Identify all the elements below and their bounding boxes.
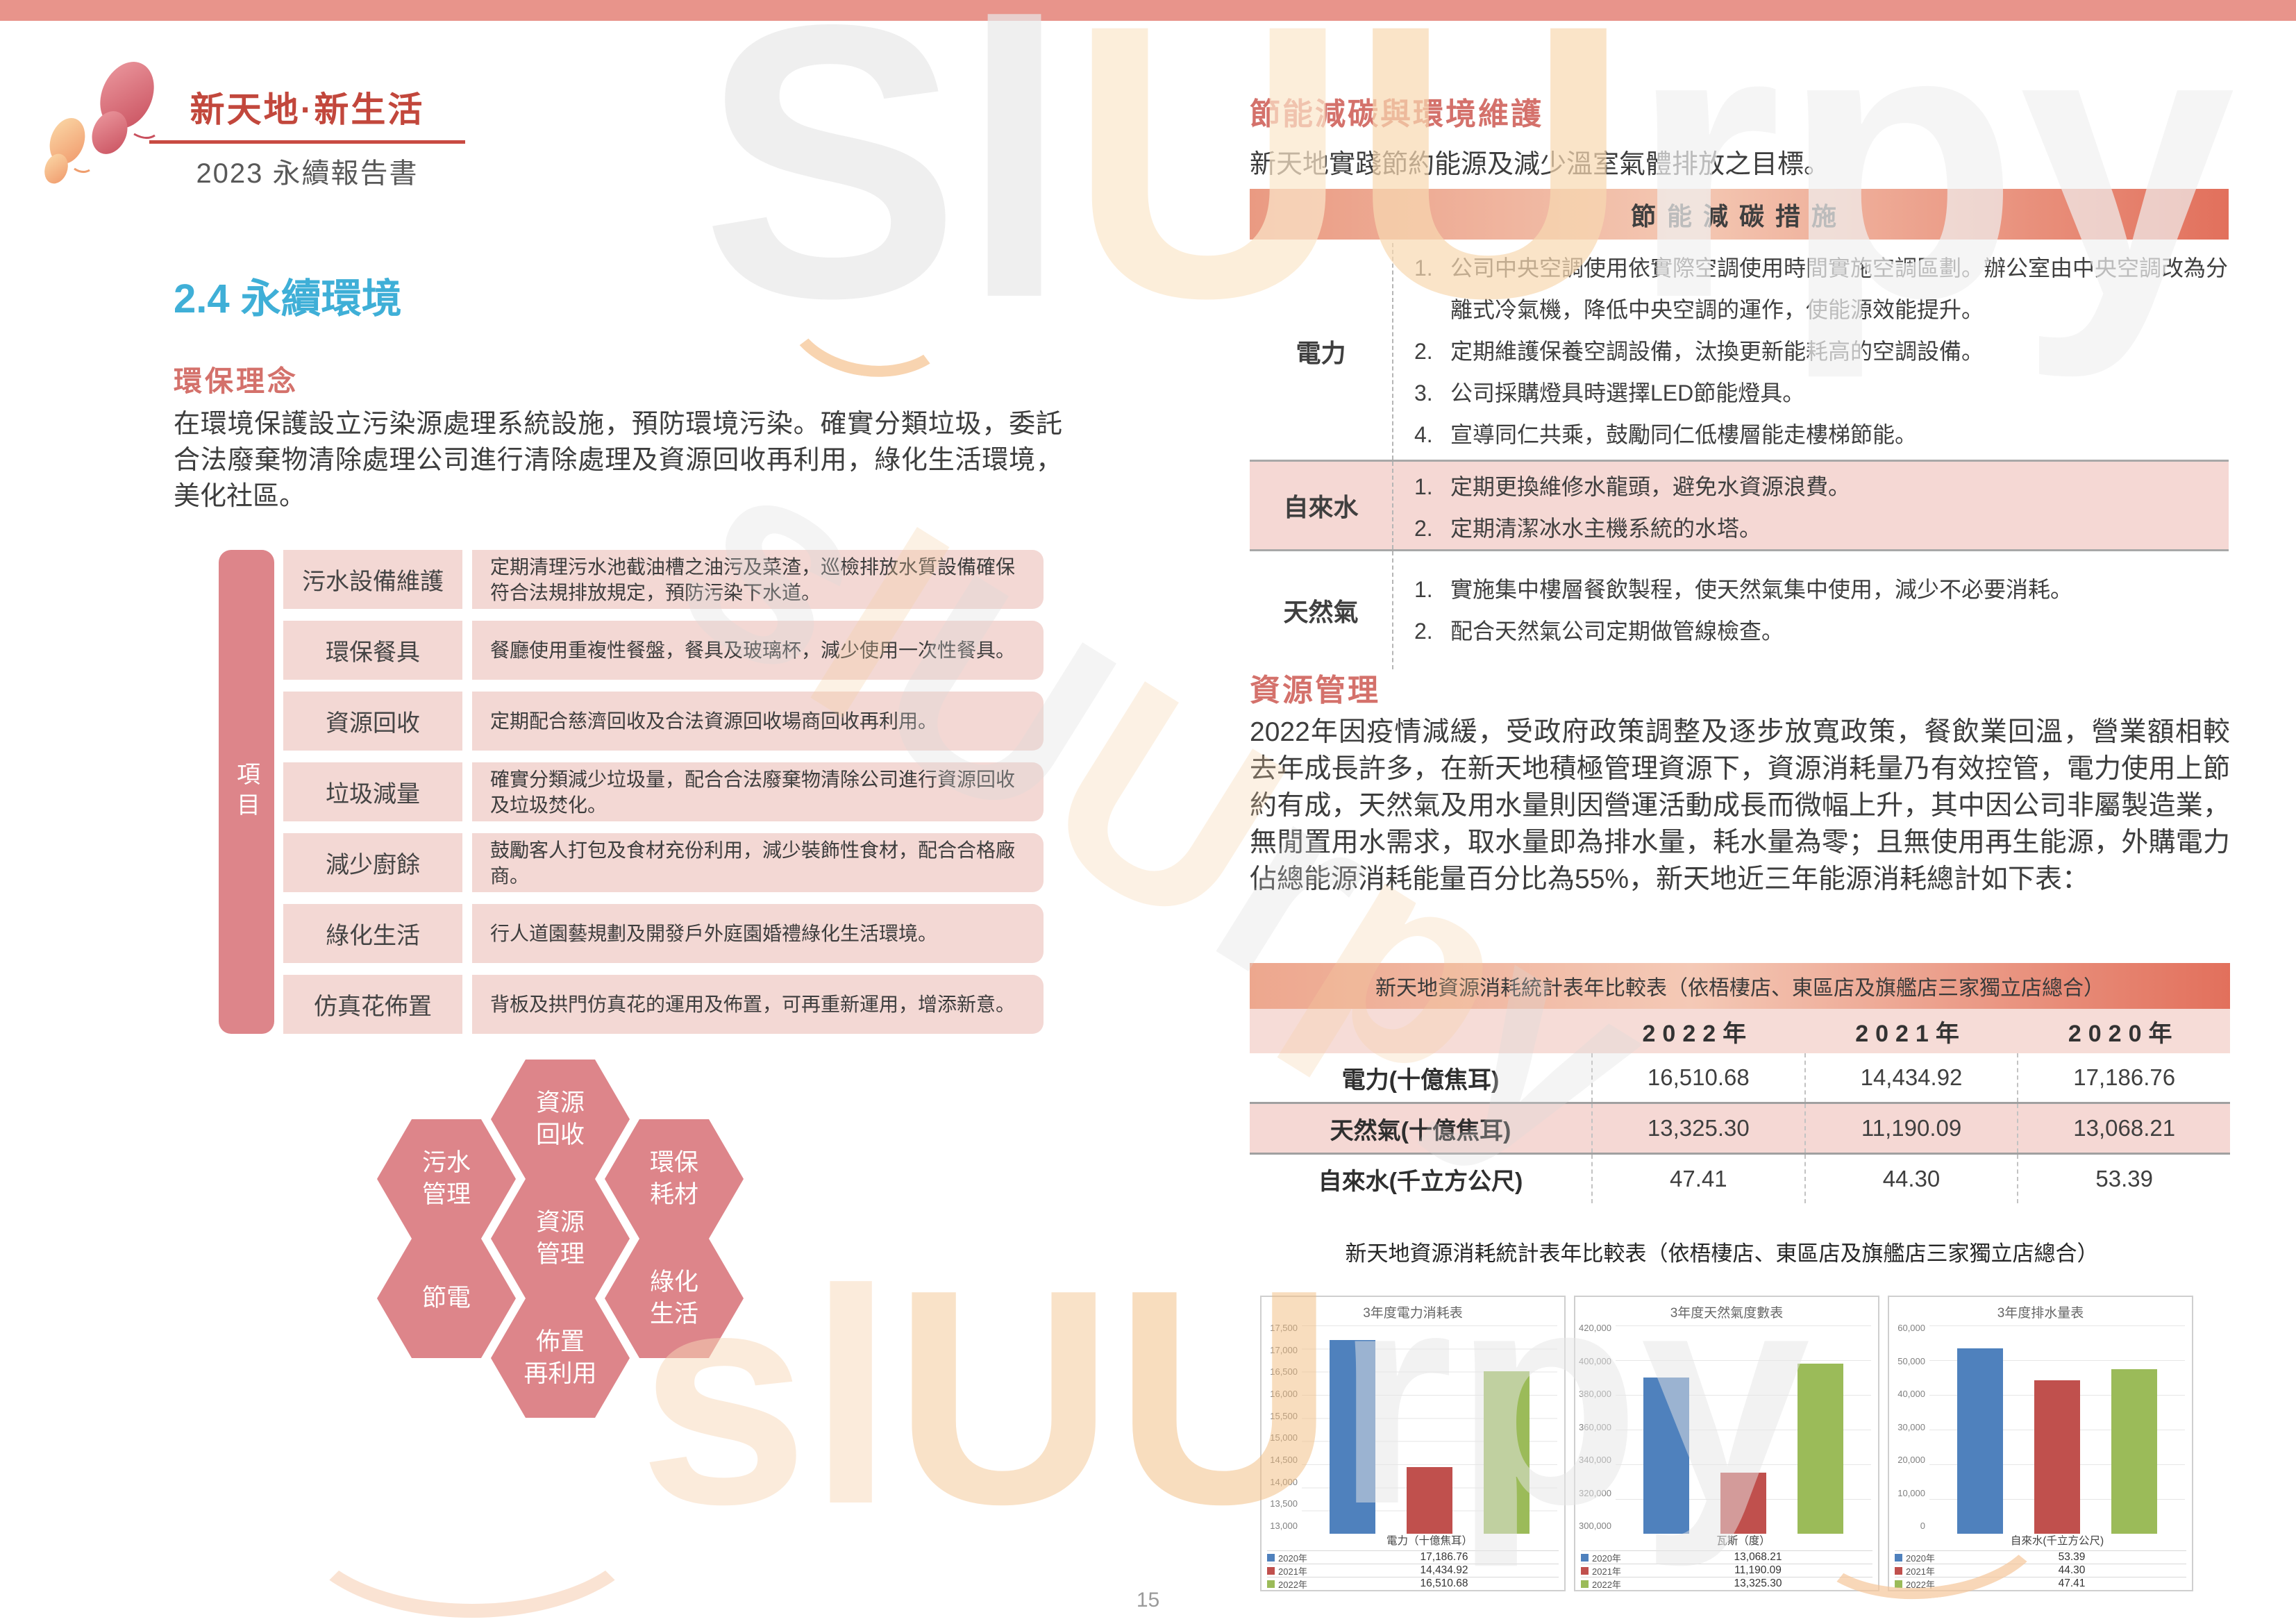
bar-2020 <box>1643 1378 1690 1534</box>
item-desc: 鼓勵客人打包及食材充份利用，減少裝飾性食材，配合合格廠商。 <box>472 833 1044 892</box>
hexagon-green-living: 綠化 生活 <box>605 1239 744 1358</box>
charts-caption: 新天地資源消耗統計表年比較表（依梧棲店、東區店及旗艦店三家獨立店總合） <box>1345 1241 2099 1266</box>
chart-gas: 3年度天然氣度數表 420,000 400,000 380,000 360,000 … <box>1574 1296 1879 1591</box>
bar-2020 <box>1957 1348 2004 1534</box>
plot-area <box>1616 1325 1871 1534</box>
x-axis-label: 自來水(千立方公尺) <box>2010 1535 2104 1547</box>
top-accent-bar <box>0 0 2296 21</box>
items-axis-bar: 項目 <box>219 550 274 1034</box>
hexagon-decor-reuse: 佈置 再利用 <box>491 1298 630 1418</box>
column-header: 2022年 <box>1642 1020 1754 1047</box>
energy-intro: 新天地實踐節約能源及減少溫室氣體排放之目標。 <box>1250 150 1831 179</box>
bar-2022 <box>1483 1371 1530 1534</box>
row-content: 1. 定期更換維修水龍頭，避免水資源浪費。 2. 定期清潔冰水主機系統的水塔。 <box>1392 462 2229 549</box>
watermark-smile-icon <box>775 238 966 388</box>
item-label: 減少廚餘 <box>283 833 462 892</box>
eco-paragraph: 在環境保護設立污染源處理系統設施，預防環境污染。確實分類垃圾，委託合法廢棄物清除… <box>174 410 1062 511</box>
table-row: 垃圾減量 確實分類減少垃圾量，配合合法廢棄物清除公司進行資源回收及垃圾焚化。 <box>283 762 1044 821</box>
resource-heading: 資源管理 <box>1250 673 1380 708</box>
eco-items-table: 污水設備維護 定期清理污水池截油槽之油污及菜渣，巡檢排放水質設備確保符合法規排放… <box>283 550 1044 1034</box>
consumption-table: 新天地資源消耗統計表年比較表（依梧棲店、東區店及旗艦店三家獨立店總合） 2022… <box>1250 963 2230 1203</box>
item-label: 環保餐具 <box>283 621 462 680</box>
measures-table: 電力 1. 公司中央空調使用依實際空調使用時間實施空調區劃。辦公室由中央空調改為分… <box>1250 243 2229 669</box>
page-number: 15 <box>1136 1589 1160 1612</box>
brand-subtitle: 2023 永續報告書 <box>196 158 419 189</box>
chart-title: 3年度排水量表 <box>1997 1306 2084 1321</box>
y-axis-ticks: 17,500 17,000 16,500 16,000 15,500 15,000 1… <box>1270 1323 1298 1531</box>
table-row: 環保餐具 餐廳使用重複性餐盤，餐具及玻璃杯，減少使用一次性餐具。 <box>283 621 1044 680</box>
item-label: 綠化生活 <box>283 904 462 963</box>
item-label: 污水設備維護 <box>283 550 462 609</box>
column-header: 2020年 <box>2068 1020 2179 1047</box>
row-label: 電力 <box>1296 339 1346 367</box>
consumption-table-header: 2022年 2021年 2020年 <box>1250 1009 2230 1053</box>
item-desc: 背板及拱門仿真花的運用及佈置，可再重新運用，增添新意。 <box>472 975 1044 1034</box>
hexagon-eco-materials: 環保 耗材 <box>605 1119 744 1239</box>
table-row-electricity: 電力 1. 公司中央空調使用依實際空調使用時間實施空調區劃。辦公室由中央空調改為分… <box>1250 243 2229 460</box>
row-content: 1. 公司中央空調使用依實際空調使用時間實施空調區劃。辦公室由中央空調改為分離式冷… <box>1392 243 2229 460</box>
bar-2021 <box>1720 1473 1766 1534</box>
chart-legend: 2020年 53.39 2021年 44.30 2022年 47.41 <box>1895 1550 2186 1590</box>
y-axis-ticks: 60,000 50,000 40,000 30,000 20,000 10,000 0 <box>1897 1323 1925 1531</box>
hexagon-power-saving: 節電 <box>377 1239 516 1358</box>
item-label: 資源回收 <box>283 692 462 751</box>
table-row-electricity: 電力(十億焦耳) 16,510.68 14,434.92 17,186.76 <box>1250 1053 2230 1102</box>
item-desc: 餐廳使用重複性餐盤，餐具及玻璃杯，減少使用一次性餐具。 <box>472 621 1044 680</box>
table-row-water: 自來水(千立方公尺) 47.41 44.30 53.39 <box>1250 1155 2230 1203</box>
table-row-water: 自來水 1. 定期更換維修水龍頭，避免水資源浪費。 2. 定期清潔冰水主機系統的水塔… <box>1250 460 2229 551</box>
item-label: 垃圾減量 <box>283 762 462 821</box>
hexagon-resource-management: 資源 管理 <box>491 1179 630 1298</box>
table-row: 污水設備維護 定期清理污水池截油槽之油污及菜渣，巡檢排放水質設備確保符合法規排放… <box>283 550 1044 609</box>
y-axis-ticks: 420,000 400,000 380,000 360,000 340,000 320… <box>1579 1323 1611 1531</box>
hexagon-sewage-management: 污水 管理 <box>377 1119 516 1239</box>
table-row: 仿真花佈置 背板及拱門仿真花的運用及佈置，可再重新運用，增添新意。 <box>283 975 1044 1034</box>
item-desc: 確實分類減少垃圾量，配合合法廢棄物清除公司進行資源回收及垃圾焚化。 <box>472 762 1044 821</box>
chart-electricity: 3年度電力消耗表 17,500 17,000 16,500 16,000 15,50… <box>1260 1296 1566 1591</box>
brand-title: 新天地·新生活 <box>190 90 425 129</box>
bar-2021 <box>2034 1380 2080 1534</box>
plot-area <box>1929 1325 2185 1534</box>
consumption-table-title: 新天地資源消耗統計表年比較表（依梧棲店、東區店及旗艦店三家獨立店總合） <box>1250 963 2230 1009</box>
table-row: 綠化生活 行人道園藝規劃及開發戶外庭園婚禮綠化生活環境。 <box>283 904 1044 963</box>
row-label: 天然氣 <box>1283 598 1359 626</box>
energy-heading: 節能減碳與環境維護 <box>1250 97 1543 131</box>
x-axis-label: 電力（十億焦耳） <box>1386 1535 1473 1547</box>
row-label: 自來水 <box>1283 493 1359 521</box>
column-header: 2021年 <box>1855 1020 1966 1047</box>
item-label: 仿真花佈置 <box>283 975 462 1034</box>
plot-area <box>1302 1325 1557 1534</box>
table-row: 減少廚餘 鼓勵客人打包及食材充份利用，減少裝飾性食材，配合合格廠商。 <box>283 833 1044 892</box>
bar-2022 <box>2111 1369 2157 1534</box>
item-desc: 定期配合慈濟回收及合法資源回收場商回收再利用。 <box>472 692 1044 751</box>
row-content: 1. 實施集中樓層餐飲製程，使天然氣集中使用，減少不必要消耗。 2. 配合天然氣公司… <box>1392 551 2229 669</box>
table-row: 資源回收 定期配合慈濟回收及合法資源回收場商回收再利用。 <box>283 692 1044 751</box>
items-axis-label: 項目 <box>233 761 260 823</box>
chart-legend: 2020年 13,068.21 2021年 11,190.09 2022年 13,32… <box>1581 1550 1872 1590</box>
resource-paragraph: 2022年因疫情減緩，受政府政策調整及逐步放寬政策，餐飲業回溫，營業額相較去年成… <box>1250 717 2230 894</box>
eco-heading: 環保理念 <box>174 365 299 397</box>
bar-2020 <box>1330 1340 1376 1534</box>
table-row-gas: 天然氣(十億焦耳) 13,325.30 11,190.09 13,068.21 <box>1250 1102 2230 1155</box>
x-axis-label: 瓦斯（度） <box>1716 1535 1770 1547</box>
bar-2021 <box>1406 1467 1452 1534</box>
item-desc: 定期清理污水池截油槽之油污及菜渣，巡檢排放水質設備確保符合法規排放規定，預防污染… <box>472 550 1044 609</box>
chart-legend: 2020年 17,186.76 2021年 14,434.92 2022年 16,51… <box>1267 1550 1559 1590</box>
section-title: 2.4 永續環境 <box>174 276 402 321</box>
table-row-gas: 天然氣 1. 實施集中樓層餐飲製程，使天然氣集中使用，減少不必要消耗。 2. 配合天… <box>1250 551 2229 669</box>
brand-block: 新天地·新生活 2023 永續報告書 <box>149 82 465 191</box>
bar-2022 <box>1797 1363 1843 1534</box>
chart-title: 3年度天然氣度數表 <box>1670 1306 1784 1321</box>
chart-title: 3年度電力消耗表 <box>1363 1306 1463 1321</box>
measures-header: 節能減碳措施 <box>1250 189 2229 240</box>
hexagon-resource-recycling: 資源 回收 <box>491 1060 630 1179</box>
butterfly-logo-icon <box>38 52 184 201</box>
brand-underline <box>149 140 465 144</box>
chart-water: 3年度排水量表 60,000 50,000 40,000 30,000 20,000… <box>1888 1296 2193 1591</box>
item-desc: 行人道園藝規劃及開發戶外庭園婚禮綠化生活環境。 <box>472 904 1044 963</box>
